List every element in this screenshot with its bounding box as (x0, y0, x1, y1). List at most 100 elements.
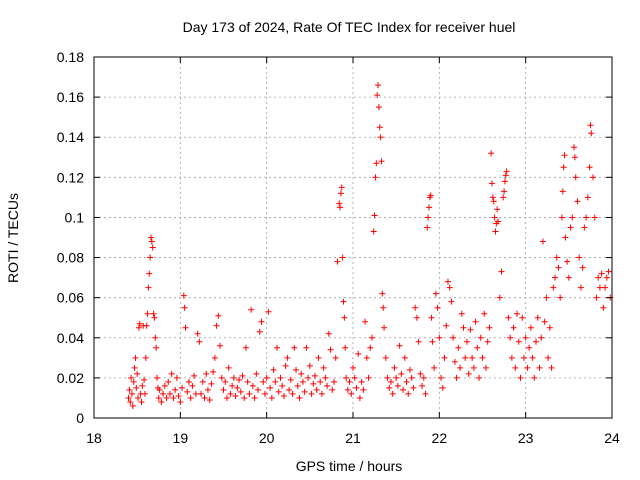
data-point (460, 324, 467, 331)
data-point (286, 386, 293, 393)
data-point (280, 392, 287, 399)
data-point (289, 390, 296, 397)
data-point (561, 152, 568, 159)
data-point (181, 304, 188, 311)
data-point (298, 370, 305, 377)
data-point (128, 374, 135, 381)
x-axis-label: GPS time / hours (296, 458, 403, 474)
chart-title: Day 173 of 2024, Rate Of TEC Index for r… (183, 19, 516, 35)
data-point (488, 180, 495, 187)
data-point (386, 384, 393, 391)
data-point (234, 384, 241, 391)
data-point (507, 334, 514, 341)
data-point (529, 354, 536, 361)
data-point (344, 386, 351, 393)
data-point (312, 372, 319, 379)
data-point (125, 394, 132, 401)
data-point (310, 380, 317, 387)
data-point (587, 122, 594, 129)
data-series (125, 82, 614, 409)
data-point (337, 204, 344, 211)
data-point (457, 364, 464, 371)
data-point (419, 382, 426, 389)
data-point (406, 366, 413, 373)
data-point (559, 188, 566, 195)
data-point (479, 354, 486, 361)
data-point (394, 382, 401, 389)
data-point (428, 314, 435, 321)
data-point (408, 374, 415, 381)
data-point (229, 382, 236, 389)
data-point (375, 82, 382, 89)
data-point (180, 292, 187, 299)
y-tick-label: 0.14 (57, 129, 84, 145)
data-point (482, 364, 489, 371)
data-point (453, 374, 460, 381)
data-point (201, 394, 208, 401)
data-point (546, 324, 553, 331)
data-point (382, 354, 389, 361)
data-point (320, 364, 327, 371)
data-point (126, 386, 133, 393)
data-point (451, 358, 458, 365)
data-point (256, 328, 263, 335)
data-point (474, 344, 481, 351)
data-point (272, 378, 279, 385)
data-point (253, 370, 260, 377)
data-point (510, 324, 517, 331)
data-point (350, 364, 356, 371)
data-point (196, 338, 203, 345)
data-point (154, 374, 161, 381)
data-point (175, 392, 182, 399)
data-point (400, 386, 407, 393)
data-point (255, 386, 262, 393)
data-point (491, 214, 498, 221)
data-point (486, 324, 493, 331)
data-point (306, 362, 313, 369)
data-point (210, 368, 217, 375)
data-point (156, 386, 163, 393)
x-tick-label: 21 (345, 430, 361, 446)
data-point (317, 378, 324, 385)
data-point (586, 164, 593, 171)
data-point (398, 370, 405, 377)
data-point (130, 378, 137, 385)
data-point (301, 388, 308, 395)
data-point (515, 338, 522, 345)
data-point (223, 394, 230, 401)
data-point (548, 364, 555, 371)
data-point (420, 374, 427, 381)
data-point (571, 154, 578, 161)
data-point (427, 192, 434, 199)
data-point (591, 214, 598, 221)
data-point (514, 310, 521, 317)
x-axis-ticks: 18 19 20 21 22 23 24 (86, 57, 620, 446)
data-point (370, 228, 377, 235)
data-point (299, 378, 306, 385)
data-point (377, 134, 384, 141)
x-tick-label: 24 (604, 430, 620, 446)
data-point (572, 174, 579, 181)
data-point (293, 366, 300, 373)
data-point (571, 144, 578, 151)
data-point (279, 382, 286, 389)
data-point (501, 188, 508, 195)
data-point (356, 394, 363, 401)
data-point (564, 258, 571, 265)
data-point (192, 390, 199, 397)
data-point (249, 382, 256, 389)
data-point (536, 364, 543, 371)
data-point (432, 290, 439, 297)
data-point (351, 374, 358, 381)
data-point (151, 314, 158, 321)
data-point (160, 390, 167, 397)
data-point (239, 372, 246, 379)
data-point (602, 284, 609, 291)
data-point (251, 394, 258, 401)
data-point (287, 376, 294, 383)
data-point (441, 354, 448, 361)
data-point (496, 294, 503, 301)
data-point (391, 364, 398, 371)
